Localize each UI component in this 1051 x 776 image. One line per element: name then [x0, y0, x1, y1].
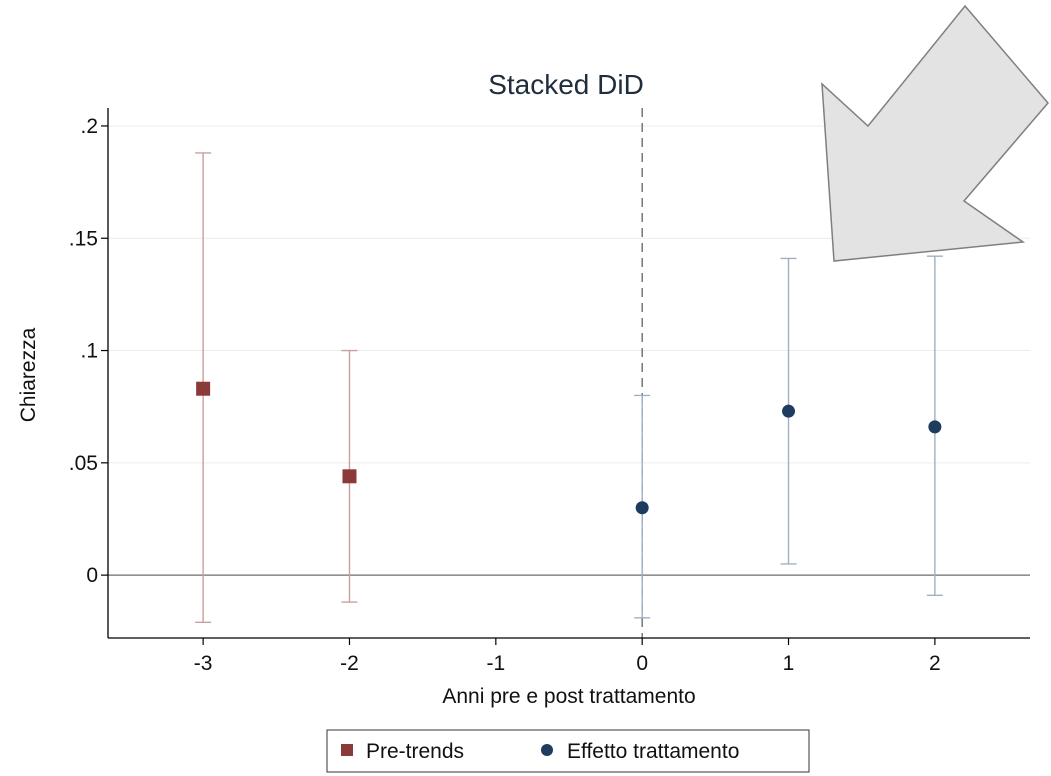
x-axis-label: Anni pre e post trattamento [442, 685, 695, 708]
axes [101, 108, 1030, 645]
y-tick-label: .1 [80, 340, 98, 363]
legend-label-pre-trends: Pre-trends [366, 740, 464, 763]
data-point-square-0-0 [196, 381, 211, 396]
x-tick-label: -2 [340, 652, 359, 675]
data-point-square-0-1 [342, 469, 357, 484]
y-tick-label: .05 [69, 452, 98, 475]
chart-title: Stacked DiD [488, 69, 644, 100]
legend-label-effetto-trattamento: Effetto trattamento [567, 740, 739, 763]
tick-labels: 0 .05 .1 .15 .2 -3 -2 -1 0 1 2 [69, 115, 941, 675]
arrow-annotation-icon [821, 4, 1049, 262]
y-tick-label: .2 [80, 115, 98, 138]
x-tick-label: 2 [929, 652, 941, 675]
legend-marker-pre-trends [341, 744, 353, 756]
data-point-circle-1-2 [928, 420, 942, 434]
series-layer [195, 152, 943, 623]
data-point-circle-1-0 [635, 501, 649, 515]
legend: Pre-trends Effetto trattamento [326, 729, 810, 773]
legend-marker-effetto-trattamento [541, 744, 553, 756]
data-point-circle-1-1 [782, 404, 796, 418]
x-tick-label: 1 [783, 652, 795, 675]
x-tick-label: -1 [486, 652, 505, 675]
legend-box [326, 729, 810, 773]
y-axis-label: Chiarezza [17, 327, 40, 422]
y-tick-label: 0 [86, 564, 98, 587]
x-tick-label: 0 [636, 652, 648, 675]
y-tick-label: .15 [69, 227, 98, 250]
x-tick-label: -3 [194, 652, 213, 675]
